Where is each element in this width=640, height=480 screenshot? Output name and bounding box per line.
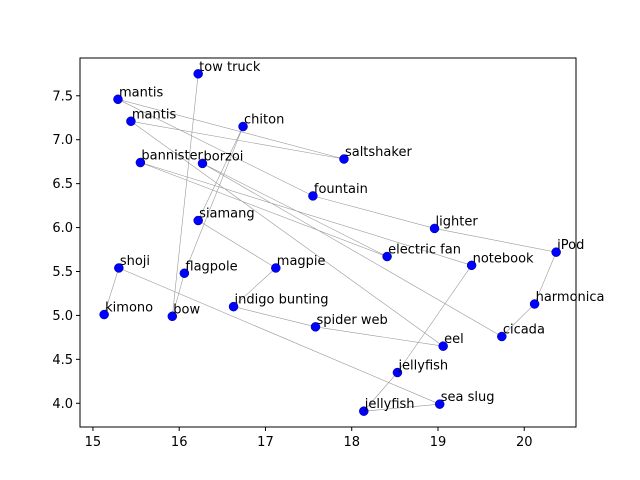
point-label: tow truck <box>199 60 261 75</box>
data-point <box>228 301 239 312</box>
data-point <box>271 263 281 273</box>
data-point <box>392 367 403 378</box>
x-tick-label: 18 <box>343 435 360 450</box>
x-tick-label: 19 <box>430 435 447 450</box>
point-label: flagpole <box>185 259 237 274</box>
data-point <box>135 157 146 168</box>
data-point <box>308 191 318 201</box>
data-point <box>359 406 369 416</box>
point-label: indigo bunting <box>235 293 329 308</box>
data-point <box>99 309 109 320</box>
data-point <box>310 322 321 332</box>
data-point <box>434 399 445 409</box>
point-label: notebook <box>473 251 534 266</box>
x-tick-label: 17 <box>257 435 274 450</box>
point-label: jellyfish <box>397 359 448 374</box>
point-label: cicada <box>503 323 545 338</box>
data-point <box>114 263 124 273</box>
point-label: spider web <box>316 313 387 328</box>
y-tick-label: 5.5 <box>52 265 73 280</box>
y-tick-label: 4.5 <box>52 353 73 368</box>
point-label: bannister <box>141 149 203 164</box>
x-axis-ticks: 15 16 17 18 19 20 <box>85 427 533 450</box>
point-label: eel <box>444 332 464 347</box>
data-point <box>339 154 349 164</box>
point-label: borzoi <box>203 149 243 164</box>
data-point <box>497 331 507 342</box>
y-tick-label: 7.0 <box>52 133 73 148</box>
data-point <box>429 223 440 234</box>
data-points <box>99 69 561 416</box>
point-label: lighter <box>436 214 479 229</box>
data-point <box>466 260 477 271</box>
data-point <box>167 311 178 322</box>
y-tick-label: 4.0 <box>52 397 73 412</box>
plot-frame <box>79 57 577 428</box>
point-label: sea slug <box>441 390 495 405</box>
point-label: mantis <box>119 85 164 100</box>
y-tick-label: 6.0 <box>52 221 73 236</box>
point-label: bow <box>173 302 200 317</box>
point-label: siamang <box>199 207 254 222</box>
data-point <box>179 268 190 278</box>
data-point <box>382 251 392 262</box>
point-label: kimono <box>105 301 153 316</box>
point-label: electric fan <box>388 243 461 258</box>
point-label: mantis <box>132 107 177 122</box>
point-label: shoji <box>120 254 150 269</box>
connection-path <box>103 73 557 412</box>
data-point <box>238 121 248 132</box>
point-label: magpie <box>277 254 326 269</box>
point-label: iPod <box>557 238 584 253</box>
connection-lines <box>103 73 557 412</box>
x-tick-label: 16 <box>171 435 188 450</box>
point-label: saltshaker <box>345 145 412 160</box>
x-tick-label: 15 <box>85 435 102 450</box>
point-label: fountain <box>314 182 368 197</box>
y-tick-label: 7.5 <box>52 89 73 104</box>
data-point <box>193 69 203 79</box>
data-point <box>193 215 203 226</box>
point-label: harmonica <box>536 290 605 305</box>
y-axis-ticks: 4.0 4.5 5.0 5.5 6.0 6.5 7.0 7.5 <box>52 89 80 412</box>
data-point <box>197 158 208 169</box>
data-point <box>529 299 540 309</box>
data-point <box>126 116 136 127</box>
y-tick-label: 5.0 <box>52 309 73 324</box>
point-label: jellyfish <box>364 397 415 412</box>
x-tick-label: 20 <box>516 435 533 450</box>
point-label: chiton <box>244 113 284 128</box>
data-point <box>113 94 123 105</box>
y-tick-label: 6.5 <box>52 177 73 192</box>
point-labels: tow truck bow flagpole chiton siamang magpie i… <box>105 60 604 412</box>
data-point <box>438 341 448 351</box>
data-point <box>551 247 561 257</box>
